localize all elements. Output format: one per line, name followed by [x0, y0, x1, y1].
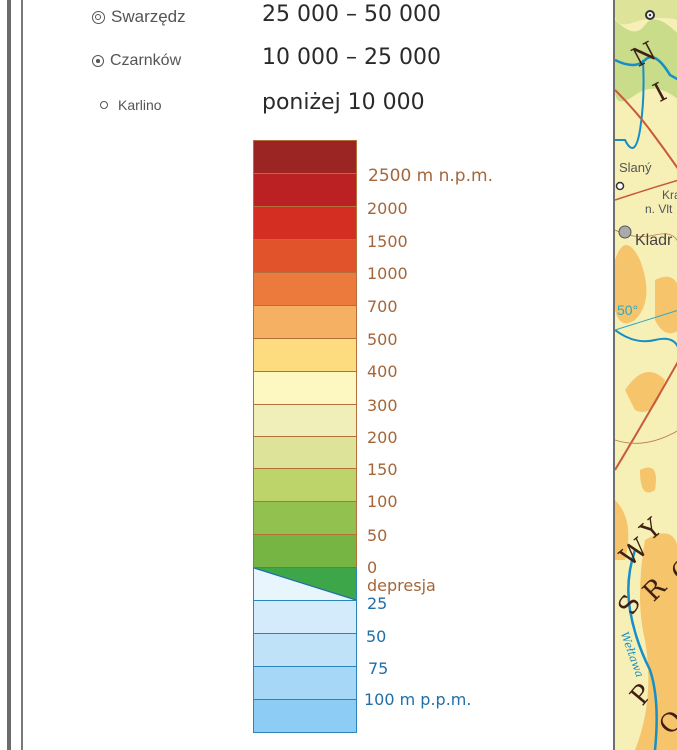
elevation-label: 50: [367, 526, 388, 545]
elevation-label: 2500 m n.p.m.: [368, 166, 493, 186]
depression-label: depresja: [367, 576, 436, 595]
map-frame-outer-border: [7, 0, 11, 750]
depression-triangle-icon: [254, 568, 356, 600]
elevation-label: 100: [367, 492, 398, 511]
map-label: n. Vlt: [645, 202, 673, 216]
water-depth-band: [253, 600, 357, 634]
elevation-label: 200: [367, 428, 398, 447]
elevation-band: [253, 404, 357, 437]
double-circle-icon: [92, 10, 105, 24]
elevation-label: 400: [367, 362, 398, 381]
elevation-label: 300: [367, 396, 398, 415]
elevation-band: [253, 468, 357, 502]
map-frame-inner-border: [21, 0, 23, 750]
town-name: Swarzędz: [111, 7, 186, 26]
legend-town-karlino: Karlino: [100, 97, 162, 113]
map-label-slany: Slaný: [619, 160, 652, 175]
elevation-label: 1500: [367, 232, 408, 251]
depth-label: 50: [366, 627, 387, 646]
map-label: Kra: [662, 188, 677, 202]
elevation-band: [253, 206, 357, 240]
depth-label: 100 m p.p.m.: [364, 690, 472, 709]
latitude-label: 50°: [617, 302, 639, 318]
elevation-band: [253, 436, 357, 469]
dotted-circle-icon: [92, 55, 104, 67]
depth-label: 75: [368, 659, 389, 678]
elevation-band: [253, 305, 357, 339]
elevation-band: [253, 501, 357, 535]
map-terrain: [615, 0, 677, 750]
water-depth-band: [253, 699, 357, 733]
legend-town-czarnkow: Czarnków: [92, 52, 181, 70]
elevation-band: [253, 534, 357, 568]
elevation-label: 0: [367, 558, 378, 577]
elevation-band: [253, 371, 357, 405]
legend-town-swarzedz: Swarzędz: [92, 7, 186, 27]
elevation-label: 700: [367, 297, 398, 316]
water-depth-band: [253, 633, 357, 667]
elevation-label: 1000: [367, 264, 408, 283]
population-range: 25 000 – 50 000: [262, 2, 441, 27]
elevation-band: [253, 140, 357, 174]
population-range: poniżej 10 000: [262, 90, 425, 115]
elevation-band: [253, 239, 357, 273]
elevation-band: [253, 338, 357, 372]
small-circle-icon: [100, 101, 108, 109]
water-depth-band: [253, 666, 357, 700]
depression-band: [253, 567, 357, 601]
population-range: 10 000 – 25 000: [262, 45, 441, 70]
map-label-kladno: Kladr: [635, 232, 673, 249]
elevation-label: 500: [367, 330, 398, 349]
town-name: Karlino: [118, 97, 162, 113]
elevation-label: 2000: [367, 199, 408, 218]
depth-label: 25: [367, 594, 388, 613]
map-excerpt: N I Slaný Kra n. Vlt Kladr 50° W Y S R O…: [613, 0, 677, 750]
elevation-label: 150: [367, 460, 398, 479]
town-name: Czarnków: [110, 52, 182, 69]
elevation-band: [253, 272, 357, 306]
elevation-band: [253, 173, 357, 207]
